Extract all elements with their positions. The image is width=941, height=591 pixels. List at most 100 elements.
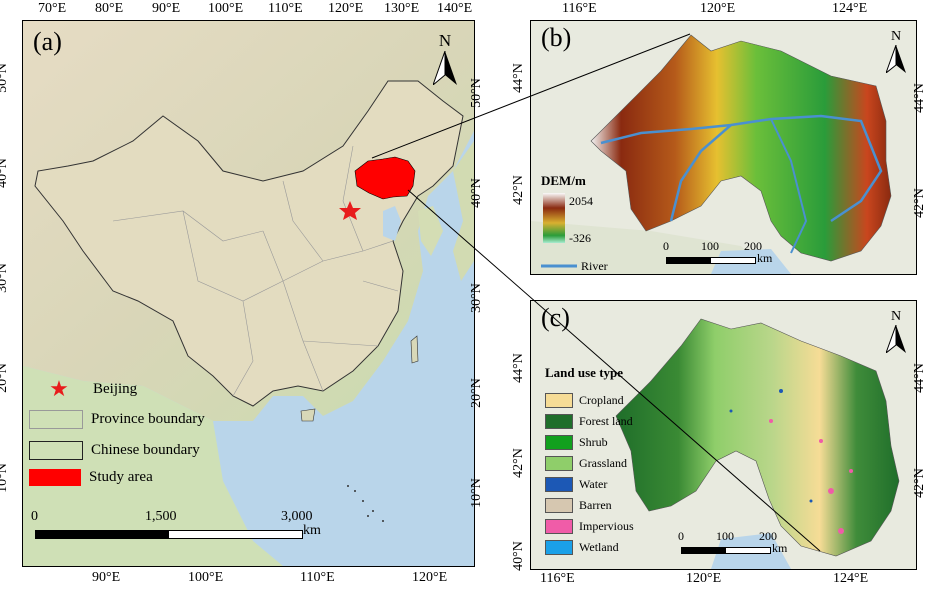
scalebar-b xyxy=(666,257,756,264)
beijing-star xyxy=(339,201,361,220)
tick: 30°N xyxy=(0,263,10,293)
legend-study-label: Study area xyxy=(89,469,153,485)
tick: 110°E xyxy=(300,570,335,585)
north-label: N xyxy=(890,309,902,324)
legend-chinese-label: Chinese boundary xyxy=(91,442,200,458)
tick: 10°N xyxy=(0,463,10,493)
legend-swatch xyxy=(545,498,573,513)
legend-province-label: Province boundary xyxy=(91,411,205,427)
tick: 140°E xyxy=(437,1,473,16)
legend-study: Study area xyxy=(29,469,153,486)
legend-swatch xyxy=(545,477,573,492)
legend-class-label: Water xyxy=(579,477,608,491)
scale-b-1: 100 xyxy=(701,239,719,253)
scale-a-1: 1,500 xyxy=(145,509,177,524)
tick: 116°E xyxy=(540,571,575,586)
legend-class-water: Water xyxy=(545,477,607,492)
tick: 40°N xyxy=(510,541,526,571)
scale-a-0: 0 xyxy=(31,509,38,524)
dem-max: 2054 xyxy=(569,194,593,208)
river-label: River xyxy=(581,259,608,273)
legend-class-label: Impervious xyxy=(579,519,634,533)
tick: 44°N xyxy=(911,363,927,393)
tick: 50°N xyxy=(0,63,10,93)
tick: 44°N xyxy=(510,63,526,93)
tick: 116°E xyxy=(562,1,597,16)
legend-class-label: Barren xyxy=(579,498,612,512)
tick: 100°E xyxy=(208,1,244,16)
tick: 124°E xyxy=(833,571,869,586)
scale-c-1: 100 xyxy=(716,529,734,543)
tick: 90°E xyxy=(152,1,181,16)
legend-class-label: Shrub xyxy=(579,435,608,449)
legend-beijing-label: Beijing xyxy=(93,380,138,397)
tick: 42°N xyxy=(510,448,526,478)
scalebar-a xyxy=(35,530,303,539)
scale-c-0: 0 xyxy=(678,529,684,543)
panel-a-label: (a) xyxy=(33,27,62,56)
legend-province: Province boundary xyxy=(29,410,205,429)
scale-c-unit: km xyxy=(772,541,788,555)
legend-beijing: ★ Beijing xyxy=(33,376,137,402)
scalebar-c xyxy=(681,547,771,554)
legend-class-grassland: Grassland xyxy=(545,456,627,471)
star-icon: ★ xyxy=(49,376,69,401)
tick: 40°N xyxy=(468,178,484,208)
tick: 20°N xyxy=(468,378,484,408)
tick: 100°E xyxy=(188,570,224,585)
north-arrow-icon: N xyxy=(431,31,457,90)
study-swatch xyxy=(29,469,81,486)
legend-swatch xyxy=(545,393,573,408)
legend-class-cropland: Cropland xyxy=(545,393,624,408)
tick: 44°N xyxy=(911,83,927,113)
tick: 130°E xyxy=(384,1,420,16)
legend-class-impervious: Impervious xyxy=(545,519,634,534)
legend-swatch xyxy=(545,540,573,555)
tick: 110°E xyxy=(268,1,303,16)
north-label: N xyxy=(890,29,902,44)
north-label: N xyxy=(438,31,452,50)
dem-colorbar xyxy=(543,193,565,243)
legend-class-shrub: Shrub xyxy=(545,435,608,450)
china-overview-map: (a) N ★ Beijing Province boundary Chines… xyxy=(22,20,475,567)
legend-class-barren: Barren xyxy=(545,498,612,513)
tick: 120°E xyxy=(412,570,448,585)
scale-a-2: 3,000 xyxy=(281,509,313,524)
legend-class-label: Cropland xyxy=(579,393,624,407)
scale-a-unit: km xyxy=(303,523,321,538)
legend-swatch xyxy=(545,519,573,534)
legend-swatch xyxy=(545,414,573,429)
north-arrow-icon: N xyxy=(884,29,906,78)
study-area-shape xyxy=(354,156,416,200)
tick: 50°N xyxy=(468,78,484,108)
province-swatch xyxy=(29,410,83,429)
tick: 30°N xyxy=(468,283,484,313)
legend-swatch xyxy=(545,435,573,450)
chinese-swatch xyxy=(29,441,83,460)
scale-b-unit: km xyxy=(757,251,773,265)
tick: 80°E xyxy=(95,1,124,16)
legend-class-wetland: Wetland xyxy=(545,540,619,555)
legend-swatch xyxy=(545,456,573,471)
tick: 120°E xyxy=(700,1,736,16)
legend-class-label: Grassland xyxy=(579,456,627,470)
tick: 124°E xyxy=(832,1,868,16)
tick: 40°N xyxy=(0,158,10,188)
dem-map: (b) N DEM/m 2054 -326 River 0 100 200 km xyxy=(530,20,917,275)
panel-c-label: (c) xyxy=(541,303,570,332)
tick: 90°E xyxy=(92,570,121,585)
panel-b-label: (b) xyxy=(541,23,572,52)
scale-b-0: 0 xyxy=(663,239,669,253)
tick: 42°N xyxy=(911,468,927,498)
tick: 120°E xyxy=(686,571,722,586)
legend-class-label: Forest land xyxy=(579,414,633,428)
tick: 42°N xyxy=(510,175,526,205)
tick: 10°N xyxy=(468,478,484,508)
tick: 120°E xyxy=(328,1,364,16)
tick: 44°N xyxy=(510,353,526,383)
legend-class-forest-land: Forest land xyxy=(545,414,633,429)
tick: 70°E xyxy=(38,1,67,16)
legend-class-label: Wetland xyxy=(579,540,619,554)
dem-title: DEM/m xyxy=(541,173,586,188)
land-use-map: (c) N Land use type Cropland Forest land S… xyxy=(530,300,917,570)
